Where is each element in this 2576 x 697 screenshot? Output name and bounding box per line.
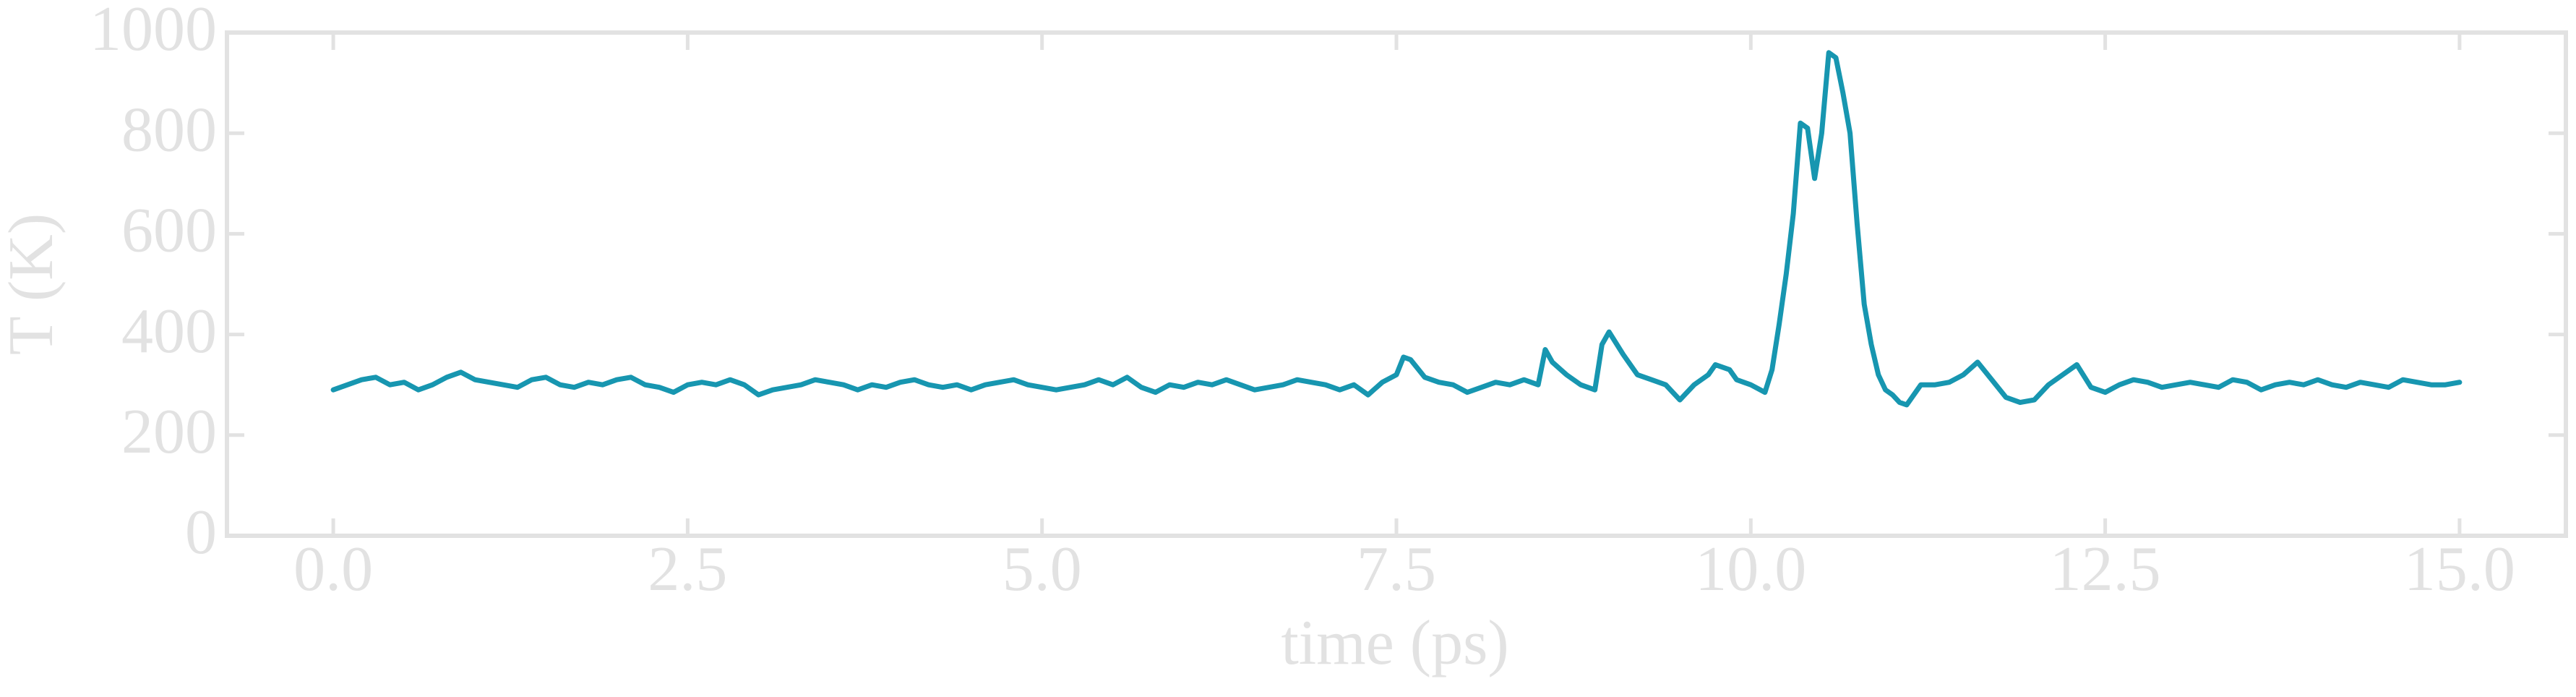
x-tick-label: 2.5	[648, 534, 727, 604]
plot-frame	[225, 30, 2568, 538]
y-tick-label: 400	[121, 296, 217, 367]
y-tick-label: 0	[185, 497, 217, 568]
x-tick-label: 15.0	[2404, 534, 2515, 604]
y-tick-label: 600	[121, 196, 217, 266]
y-axis-label: T (K)	[0, 213, 66, 355]
x-tick-label: 0.0	[293, 534, 373, 604]
y-tick-label: 200	[121, 397, 217, 467]
x-tick-label: 5.0	[1003, 534, 1082, 604]
x-tick-label: 12.5	[2050, 534, 2161, 604]
x-tick-label: 7.5	[1357, 534, 1436, 604]
data-line	[330, 50, 2463, 408]
x-axis-label: time (ps)	[1281, 608, 1508, 678]
y-tick-label: 800	[121, 95, 217, 165]
x-tick-label: 10.0	[1695, 534, 1806, 604]
y-tick-label: 1000	[90, 0, 217, 64]
